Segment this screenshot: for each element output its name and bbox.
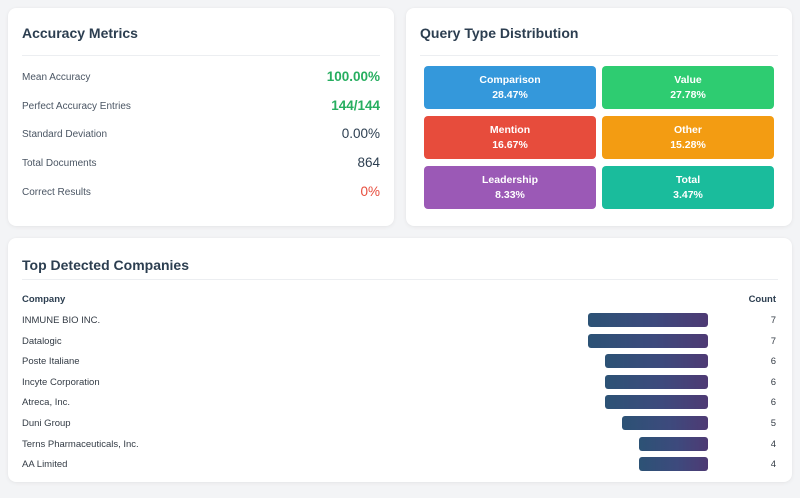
tile-mention[interactable]: Mention 16.67% <box>424 116 596 159</box>
company-row: AA Limited 4 <box>22 457 778 473</box>
tile-label: Leadership <box>481 174 539 186</box>
company-count: 6 <box>770 397 776 408</box>
divider <box>22 55 380 56</box>
company-name: AA Limited <box>22 459 68 470</box>
company-count-bar <box>639 437 708 451</box>
column-header-company: Company <box>22 294 66 305</box>
metric-row-perfect-accuracy: Perfect Accuracy Entries 144/144 <box>22 98 380 118</box>
tile-label: Comparison <box>479 74 541 86</box>
company-count-bar <box>588 334 708 348</box>
metric-label: Correct Results <box>22 187 91 198</box>
company-name: Datalogic <box>22 336 62 347</box>
company-name: Incyte Corporation <box>22 377 100 388</box>
company-count-bar <box>588 313 708 327</box>
company-row: Datalogic 7 <box>22 334 778 350</box>
company-count-bar <box>639 457 708 471</box>
company-row: Atreca, Inc. 6 <box>22 395 778 411</box>
query-type-distribution-card: Query Type Distribution Comparison 28.47… <box>406 8 792 226</box>
tile-value: 15.28% <box>670 139 706 151</box>
tile-value: 8.33% <box>495 189 525 201</box>
tile-value: 3.47% <box>673 189 703 201</box>
company-count-bar <box>605 375 708 389</box>
metric-row-standard-deviation: Standard Deviation 0.00% <box>22 126 380 146</box>
tile-value: 28.47% <box>492 89 528 101</box>
company-row: Terns Pharmaceuticals, Inc. 4 <box>22 437 778 453</box>
query-type-distribution-title: Query Type Distribution <box>420 25 579 41</box>
tile-label: Mention <box>489 124 531 136</box>
metric-label: Total Documents <box>22 158 97 169</box>
company-count-bar <box>605 395 708 409</box>
metric-row-mean-accuracy: Mean Accuracy 100.00% <box>22 69 380 89</box>
divider <box>22 279 778 280</box>
company-row: INMUNE BIO INC. 7 <box>22 313 778 329</box>
metric-value: 864 <box>357 155 380 170</box>
tile-value: 16.67% <box>492 139 528 151</box>
metric-row-total-documents: Total Documents 864 <box>22 155 380 175</box>
tile-total[interactable]: Total 3.47% <box>602 166 774 209</box>
company-count: 4 <box>770 439 776 450</box>
company-count: 4 <box>770 459 776 470</box>
tile-other[interactable]: Other 15.28% <box>602 116 774 159</box>
metric-value: 144/144 <box>331 98 380 113</box>
tile-comparison[interactable]: Comparison 28.47% <box>424 66 596 109</box>
metric-value: 0% <box>360 184 380 199</box>
tile-value: 27.78% <box>670 89 706 101</box>
company-row: Duni Group 5 <box>22 416 778 432</box>
metric-row-correct-results: Correct Results 0% <box>22 184 380 204</box>
company-name: Poste Italiane <box>22 356 80 367</box>
metric-label: Perfect Accuracy Entries <box>22 101 131 112</box>
top-detected-companies-title: Top Detected Companies <box>22 257 189 273</box>
tile-label: Other <box>673 124 702 136</box>
accuracy-metrics-title: Accuracy Metrics <box>22 25 138 41</box>
company-count-bar <box>605 354 708 368</box>
divider <box>420 55 778 56</box>
company-row: Poste Italiane 6 <box>22 354 778 370</box>
metric-label: Standard Deviation <box>22 129 108 140</box>
tile-leadership[interactable]: Leadership 8.33% <box>424 166 596 209</box>
accuracy-metrics-card: Accuracy Metrics Mean Accuracy 100.00% P… <box>8 8 394 226</box>
company-count: 6 <box>770 377 776 388</box>
company-count: 7 <box>770 315 776 326</box>
company-name: INMUNE BIO INC. <box>22 315 101 326</box>
company-name: Terns Pharmaceuticals, Inc. <box>22 439 139 450</box>
company-name: Duni Group <box>22 418 71 429</box>
top-detected-companies-card: Top Detected Companies Company Count INM… <box>8 238 792 482</box>
metric-value: 0.00% <box>341 126 380 141</box>
metric-value: 100.00% <box>326 69 380 84</box>
company-name: Atreca, Inc. <box>22 397 71 408</box>
company-count-bar <box>622 416 708 430</box>
company-count: 6 <box>770 356 776 367</box>
tile-value[interactable]: Value 27.78% <box>602 66 774 109</box>
company-count: 7 <box>770 336 776 347</box>
company-row: Incyte Corporation 6 <box>22 375 778 391</box>
company-count: 5 <box>770 418 776 429</box>
tile-label: Value <box>674 74 702 86</box>
column-header-count: Count <box>748 294 776 305</box>
tile-label: Total <box>675 174 701 186</box>
metric-label: Mean Accuracy <box>22 72 91 83</box>
